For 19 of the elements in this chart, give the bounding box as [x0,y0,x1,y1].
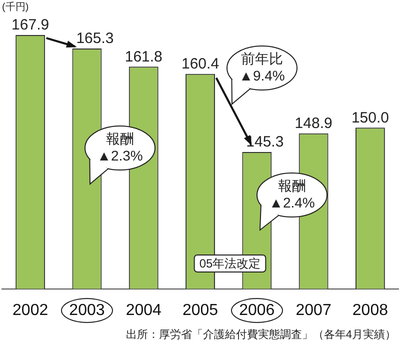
x-tick-label: 2003 [69,302,105,319]
data-label: 150.0 [351,109,389,126]
data-label: 160.4 [181,55,220,72]
y-axis-title: (千円) [2,0,29,13]
data-label: 148.9 [294,115,332,132]
x-tick-label: 2007 [296,302,332,319]
annotation: 出所：厚労省「介護給付費実態調査」（各年4月実績） [126,328,396,342]
x-tick-label: 2005 [182,302,218,319]
data-label: 161.8 [124,48,162,66]
x-tick-label: 2006 [239,302,275,319]
x-tick-label: 2002 [12,302,48,319]
annotation: 報酬 ▲2.4% [269,177,315,210]
annotation: 05年法改定 [199,256,261,270]
annotation: 前年比 ▲9.4% [239,50,285,84]
x-tick-label: 2008 [352,302,388,319]
data-label: 165.3 [76,30,114,48]
data-label: 167.9 [12,16,50,34]
annotation: 報酬 ▲2.3% [97,130,143,164]
x-tick-label: 2004 [126,302,162,319]
